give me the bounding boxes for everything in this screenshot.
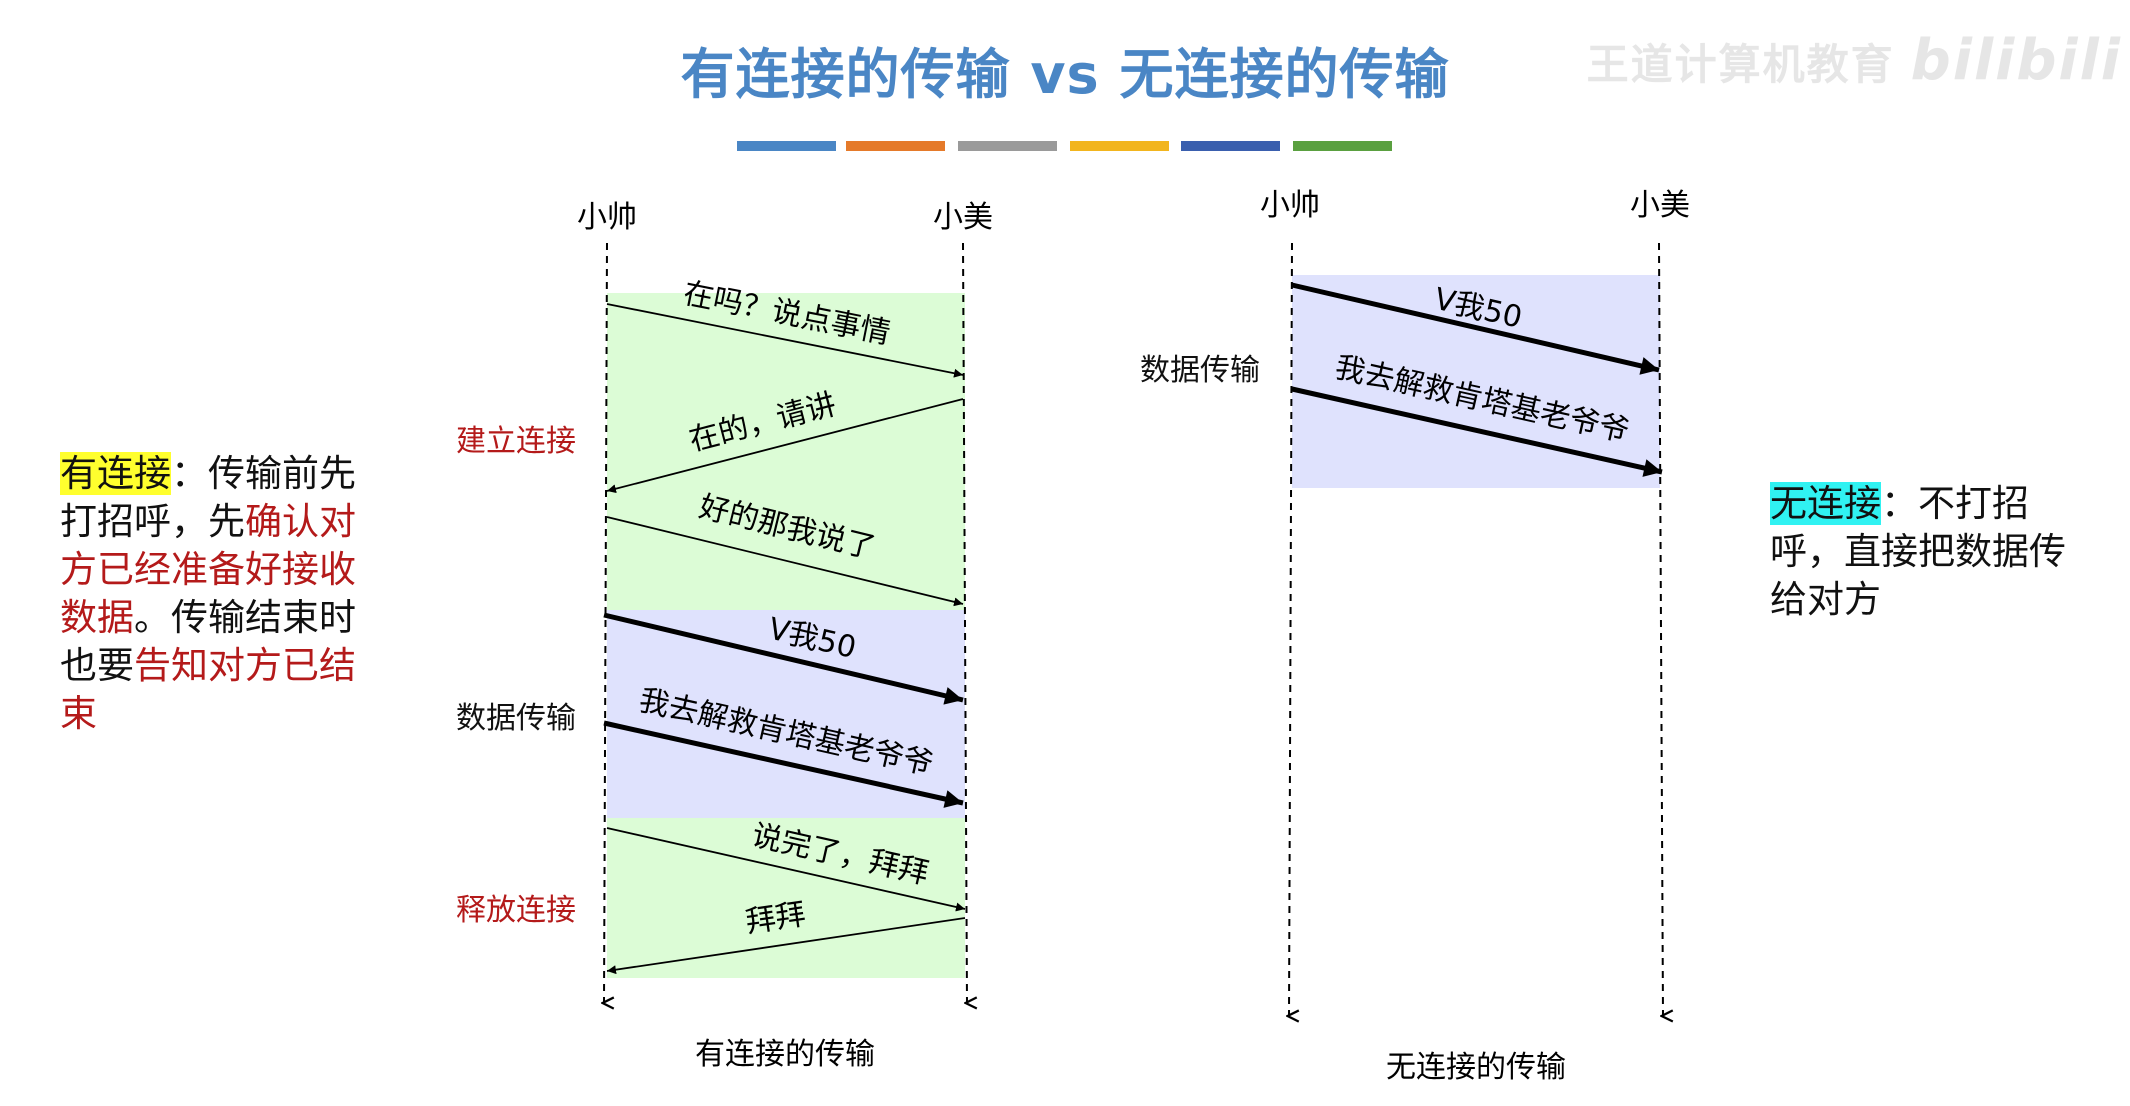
sender-lifeline <box>604 242 607 1003</box>
release-phase-bg <box>607 818 965 978</box>
color-bar <box>737 141 1392 151</box>
phase-label-data: 数据传输 <box>1140 353 1260 388</box>
sender-lifeline <box>1289 242 1292 1016</box>
sender-label: 小帅 <box>1260 188 1320 223</box>
msg-arrow-bold <box>1291 386 1663 477</box>
note-text: 不打招呼，直接把数据传给对方 <box>1770 482 2066 621</box>
msg-arrow <box>606 917 966 975</box>
msg-arrow <box>606 303 964 378</box>
connectionless-explanation: 无连接：不打招呼，直接把数据传给对方 <box>1770 480 2070 624</box>
note-colon: ： <box>1881 482 1918 525</box>
msg-arrow-bold <box>603 720 964 808</box>
bilibili-logo: bilibili <box>1910 28 2122 93</box>
msg-arrow <box>606 516 964 607</box>
color-bar-segment <box>958 141 1057 151</box>
msg-arrow <box>606 398 964 494</box>
connected-caption: 有连接的传输 <box>695 1037 875 1072</box>
color-bar-segment <box>737 141 836 151</box>
data-phase-bg <box>1292 275 1660 488</box>
note-emphasis: 确认对方已经准备好接收数据 <box>60 500 356 639</box>
color-bar-segment <box>846 141 945 151</box>
receiver-label: 小美 <box>933 200 993 235</box>
connectionless-diagram: 小帅 小美 数据传输 V我50 我去解救肯塔基老爷爷 无连接的传输 <box>1140 188 1690 1085</box>
phase-label-data: 数据传输 <box>456 701 576 736</box>
connected-explanation: 有连接：传输前先打招呼，先确认对方已经准备好接收数据。传输结束时也要告知对方已结… <box>60 450 360 738</box>
sender-label: 小帅 <box>577 200 637 235</box>
note-colon: ： <box>171 452 208 495</box>
color-bar-segment <box>1070 141 1169 151</box>
phase-label-establish: 建立连接 <box>456 424 576 459</box>
connectionless-caption: 无连接的传输 <box>1386 1050 1566 1085</box>
color-bar-segment <box>1181 141 1280 151</box>
color-bar-segment <box>1293 141 1392 151</box>
phase-label-release: 释放连接 <box>456 893 576 928</box>
connected-diagram: 小帅 小美 建立连接 数据传输 释放连接 在吗？说点事情 在的，请讲 好的那我说… <box>456 200 993 1072</box>
receiver-lifeline <box>962 242 967 1003</box>
msg-arrow-bold <box>1291 282 1660 375</box>
slide-title: 有连接的传输 vs 无连接的传输 <box>680 43 1450 106</box>
receiver-label: 小美 <box>1630 188 1690 223</box>
msg-arrow-bold <box>603 612 964 705</box>
data-phase-bg <box>607 610 965 818</box>
term-connectionless: 无连接 <box>1770 482 1881 525</box>
msg-arrow <box>606 827 966 912</box>
note-text: 。传输结束时也要 <box>60 596 356 687</box>
term-connected: 有连接 <box>60 452 171 495</box>
watermark: 王道计算机教育 bilibili <box>1587 28 2122 93</box>
note-text: 传输前先打招呼，先 <box>60 452 356 543</box>
establish-phase-bg <box>607 293 965 610</box>
note-emphasis: 告知对方已结束 <box>60 644 356 735</box>
watermark-text: 王道计算机教育 <box>1586 40 1895 89</box>
msg-label: 拜拜 <box>743 897 807 940</box>
